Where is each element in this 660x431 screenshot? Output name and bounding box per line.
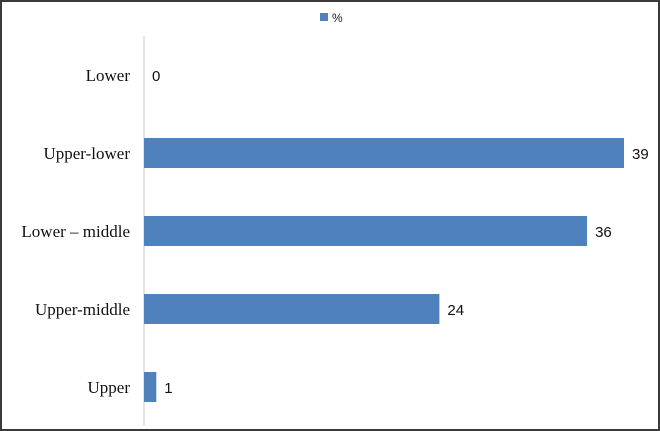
bars xyxy=(144,138,624,402)
data-label: 1 xyxy=(164,380,172,397)
category-label: Lower – middle xyxy=(21,222,130,241)
category-label: Lower xyxy=(86,66,131,85)
bar-3 xyxy=(144,294,440,324)
data-label: 24 xyxy=(447,302,464,319)
data-label: 39 xyxy=(632,146,649,163)
legend-swatch xyxy=(320,13,328,21)
bar-1 xyxy=(144,138,624,168)
category-label: Upper-lower xyxy=(43,144,130,163)
bar-2 xyxy=(144,216,588,246)
data-label: 0 xyxy=(152,68,160,85)
category-labels: Lower Upper-lower Lower – middle Upper-midd… xyxy=(21,66,130,397)
category-label: Upper-middle xyxy=(35,300,130,319)
legend-label: % xyxy=(332,11,343,25)
data-labels: 0 39 36 24 1 xyxy=(152,68,649,397)
data-label: 36 xyxy=(595,224,612,241)
category-label: Upper xyxy=(88,378,131,397)
bar-4 xyxy=(144,372,157,402)
legend: % xyxy=(320,11,343,25)
